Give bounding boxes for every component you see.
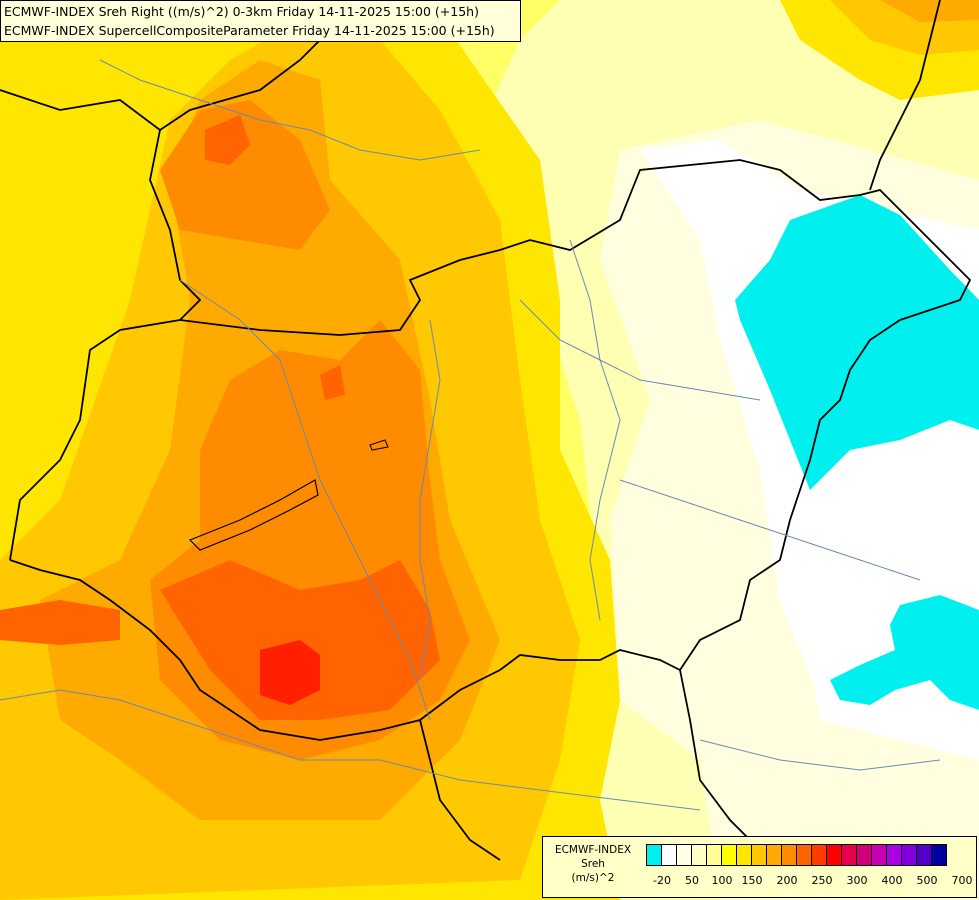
maximum-helicity-core [260,640,320,705]
legend-swatch [737,845,752,865]
legend-swatch [797,845,812,865]
border-southeast [679,669,761,851]
legend-tick-label: 200 [776,874,798,887]
border-south [419,719,501,861]
legend-swatch [767,845,782,865]
title-line-2: ECMWF-INDEX SupercellCompositeParameter … [4,23,495,38]
legend-tick-labels: -20 50 100 150 200 250 300 400 500 700 [646,874,976,890]
white-zone-south [800,540,979,760]
legend-swatch [917,845,932,865]
legend-swatch [707,845,722,865]
central-red-orange-patch [320,365,345,400]
lake-balaton [188,479,319,551]
color-legend: ECMWF-INDEX Sreh (m/s)^2 -20 50 100 150 200 2… [542,836,977,898]
lake-small [369,439,389,451]
northeast-dark-orange-area [880,0,979,22]
border-north [0,89,972,741]
legend-tick-label: 500 [916,874,938,887]
legend-tick-label: -20 [653,874,671,887]
negative-helicity-area-north [735,195,979,490]
legend-swatch [722,845,737,865]
legend-tick-label: 700 [951,874,973,887]
legend-tick-label: 50 [685,874,699,887]
legend-unit: (m/s)^2 [571,872,615,884]
legend-swatch [902,845,917,865]
map-title: ECMWF-INDEX Sreh Right ((m/s)^2) 0-3km F… [0,0,521,42]
legend-tick-label: 150 [741,874,763,887]
legend-swatch [752,845,767,865]
legend-swatch [812,845,827,865]
legend-text: ECMWF-INDEX Sreh (m/s)^2 [543,843,643,885]
country-borders [0,0,972,861]
legend-swatch [842,845,857,865]
legend-color-scale [646,844,947,866]
legend-parameter: Sreh [581,858,605,870]
north-red-orange-patch [205,115,250,165]
legend-tick-label: 400 [881,874,903,887]
legend-tick-label: 300 [846,874,868,887]
north-orange-patch [160,100,330,250]
legend-swatch [782,845,797,865]
legend-model: ECMWF-INDEX [554,844,632,856]
legend-swatch [692,845,707,865]
legend-swatch [677,845,692,865]
border-west [9,319,181,561]
negative-helicity-area-south [830,595,979,710]
legend-swatch [872,845,887,865]
legend-swatch [887,845,902,865]
legend-tick-label: 100 [711,874,733,887]
title-line-1: ECMWF-INDEX Sreh Right ((m/s)^2) 0-3km F… [4,4,479,19]
legend-swatch [647,845,662,865]
legend-swatch [857,845,872,865]
rivers [0,59,941,811]
border-east [869,0,941,191]
legend-swatch [827,845,842,865]
southwest-red-orange-strip [0,600,120,645]
legend-swatch [932,845,947,865]
legend-swatch [662,845,677,865]
legend-tick-label: 250 [811,874,833,887]
